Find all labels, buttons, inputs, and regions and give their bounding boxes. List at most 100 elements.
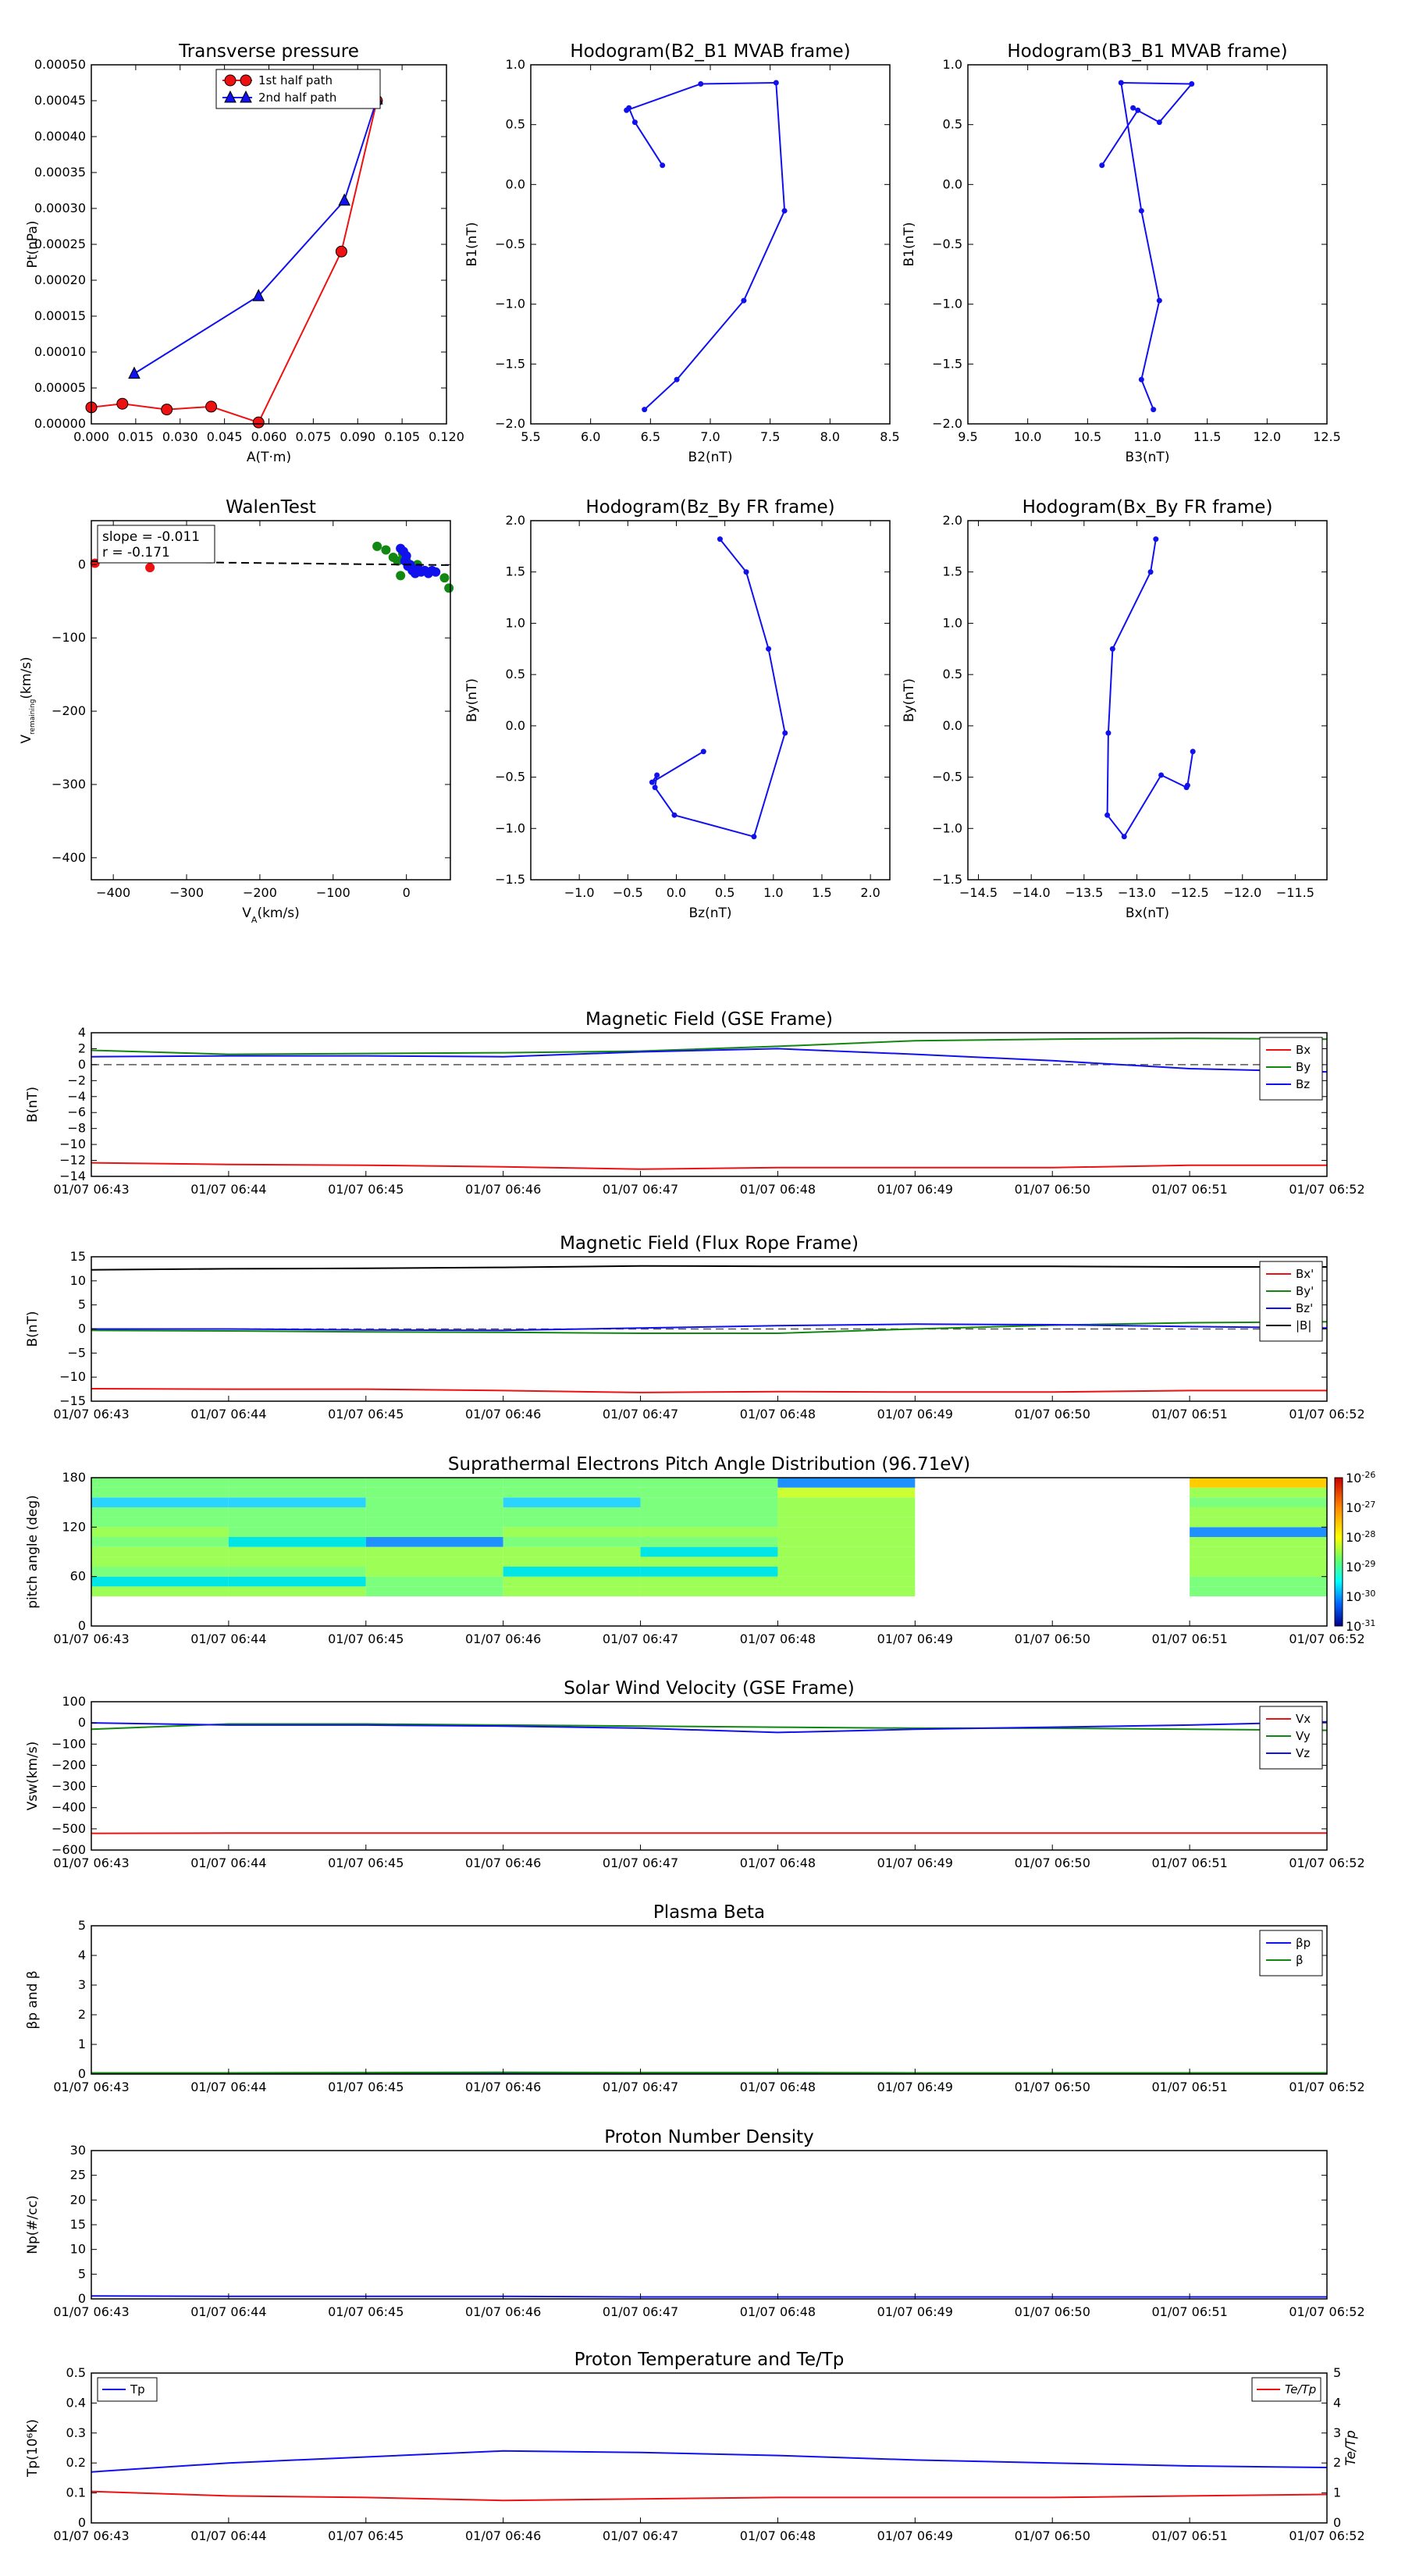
bgse-ytick-label: −10 bbox=[59, 1137, 86, 1151]
walen-ytick-label: −400 bbox=[52, 850, 86, 865]
tp-frame bbox=[91, 2372, 1328, 2524]
beta-xtick-label: 01/07 06:51 bbox=[1151, 2080, 1227, 2094]
vsw-legend-label: Vx bbox=[1296, 1712, 1311, 1726]
pad-cell bbox=[365, 1576, 503, 1587]
walen-xtick-label: −100 bbox=[316, 885, 350, 900]
bfr-xtick-label: 01/07 06:48 bbox=[740, 1407, 816, 1421]
bfr-ytick-label: 0 bbox=[78, 1322, 86, 1336]
bgse-chart: Magnetic Field (GSE Frame) 01/07 06:43 01/… bbox=[25, 1009, 1365, 1197]
pad-cell bbox=[228, 1487, 366, 1498]
np-ylabel: Np(#/cc) bbox=[25, 2195, 41, 2254]
pad-cell bbox=[503, 1487, 641, 1498]
pad-xtick-label: 01/07 06:43 bbox=[53, 1631, 129, 1646]
vsw-legend-label: Vz bbox=[1296, 1746, 1310, 1760]
beta-ytick-label: 1 bbox=[78, 2037, 86, 2051]
beta-legend-label: β bbox=[1296, 1953, 1304, 1967]
pad-cell bbox=[1190, 1546, 1327, 1557]
bfr-series-1 bbox=[91, 1321, 1328, 1334]
walen-ytick-label: −200 bbox=[52, 703, 86, 718]
hzy-ytick-label: 0.5 bbox=[506, 667, 525, 681]
hxy-xtick-label: −12.5 bbox=[1171, 885, 1209, 900]
h31-title: Hodogram(B3_B1 MVAB frame) bbox=[1007, 41, 1287, 62]
hxy-xtick-label: −14.5 bbox=[959, 885, 998, 900]
pad-cell bbox=[228, 1507, 366, 1517]
pad-cell bbox=[1190, 1576, 1327, 1587]
hxy-point bbox=[1147, 569, 1154, 575]
np-xtick-label: 01/07 06:47 bbox=[603, 2304, 678, 2319]
hzy-xtick-label: 2.0 bbox=[860, 885, 880, 900]
h21-xtick-label: 7.5 bbox=[760, 429, 780, 444]
hxy-ytick-label: 1.0 bbox=[943, 615, 962, 630]
bgse-ytick-label: 4 bbox=[78, 1025, 86, 1040]
vsw-ytick-label: −100 bbox=[52, 1736, 86, 1751]
pad-cell bbox=[91, 1537, 229, 1547]
bgse-ytick-label: 2 bbox=[78, 1041, 86, 1055]
vsw-ylabel: Vsw(km/s) bbox=[25, 1742, 41, 1811]
h31-point bbox=[1118, 80, 1124, 86]
bgse-xtick-label: 01/07 06:48 bbox=[740, 1182, 816, 1197]
pad-cell bbox=[91, 1546, 229, 1557]
hxy-ylabel: By(nT) bbox=[902, 678, 917, 722]
h21-ytick-label: 0.5 bbox=[506, 117, 525, 132]
walen-point bbox=[439, 573, 450, 583]
tp-y2tick-label: 0 bbox=[1333, 2515, 1341, 2530]
np-xtick-label: 01/07 06:49 bbox=[877, 2304, 953, 2319]
hxy-ytick-label: −0.5 bbox=[932, 770, 962, 785]
pad-cell bbox=[640, 1557, 778, 1567]
pad-cell bbox=[228, 1557, 366, 1567]
pt-ytick-label: 0.00050 bbox=[34, 57, 86, 72]
pad-xtick-label: 01/07 06:51 bbox=[1151, 1631, 1227, 1646]
vsw-series-1 bbox=[91, 1723, 1328, 1731]
pad-xtick-label: 01/07 06:45 bbox=[328, 1631, 404, 1646]
bfr-xtick-label: 01/07 06:49 bbox=[877, 1407, 953, 1421]
h31-point bbox=[1156, 119, 1162, 126]
pad-cell bbox=[777, 1537, 916, 1547]
pad-cell bbox=[1190, 1537, 1327, 1547]
h21-xtick-label: 6.5 bbox=[641, 429, 660, 444]
beta-xtick-label: 01/07 06:50 bbox=[1015, 2080, 1090, 2094]
pad-ytick-label: 180 bbox=[62, 1470, 86, 1485]
h21-point bbox=[698, 81, 704, 87]
pad-cell bbox=[640, 1586, 778, 1596]
tp-y2label: Te/Tp bbox=[1343, 2430, 1359, 2466]
h31-point bbox=[1138, 376, 1144, 382]
pad-cell bbox=[365, 1527, 503, 1537]
h31-ylabel: B1(nT) bbox=[902, 222, 917, 267]
hxy-ytick-label: 0.5 bbox=[943, 667, 962, 681]
pt-ytick-label: 0.00025 bbox=[34, 237, 86, 251]
h31-ytick-label: −2.0 bbox=[932, 416, 962, 431]
h21-ytick-label: −1.5 bbox=[495, 356, 525, 371]
hzy-ytick-label: −0.5 bbox=[495, 770, 525, 785]
pad-ylabel: pitch angle (deg) bbox=[25, 1495, 41, 1609]
pad-chart: Suprathermal Electrons Pitch Angle Distr… bbox=[25, 1454, 1375, 1646]
pt-ytick-label: 0.00005 bbox=[34, 380, 86, 395]
hzy-xlabel: Bz(nT) bbox=[688, 906, 731, 921]
pad-cell bbox=[228, 1497, 366, 1507]
walen-ytick-label: −100 bbox=[52, 630, 86, 645]
h31-point bbox=[1099, 162, 1105, 169]
pt-legend: 1st half path 2nd half path bbox=[215, 69, 381, 109]
bfr-xtick-label: 01/07 06:45 bbox=[328, 1407, 404, 1421]
bfr-xtick-label: 01/07 06:52 bbox=[1289, 1407, 1364, 1421]
np-xtick-label: 01/07 06:50 bbox=[1015, 2304, 1090, 2319]
pad-cell bbox=[640, 1527, 778, 1537]
h31-point bbox=[1189, 81, 1195, 87]
vsw-legend-label: Vy bbox=[1296, 1729, 1311, 1743]
tp-legend-right: Te/Tp bbox=[1251, 2377, 1321, 2402]
bfr-series-0 bbox=[91, 1388, 1327, 1393]
pad-cell bbox=[640, 1478, 778, 1488]
h21-point bbox=[624, 107, 630, 113]
beta-legend-box bbox=[1259, 1930, 1323, 1976]
hxy-xtick-label: −13.0 bbox=[1118, 885, 1156, 900]
pad-cell bbox=[503, 1527, 641, 1537]
tp-xtick-label: 01/07 06:51 bbox=[1151, 2528, 1227, 2543]
tp-title: Proton Temperature and Te/Tp bbox=[574, 2350, 845, 2370]
beta-frame bbox=[91, 1925, 1328, 2075]
h31-ytick-label: −1.0 bbox=[932, 297, 962, 311]
pad-cell bbox=[91, 1517, 229, 1528]
bfr-ytick-label: 15 bbox=[70, 1249, 86, 1264]
pt-point bbox=[205, 400, 218, 413]
